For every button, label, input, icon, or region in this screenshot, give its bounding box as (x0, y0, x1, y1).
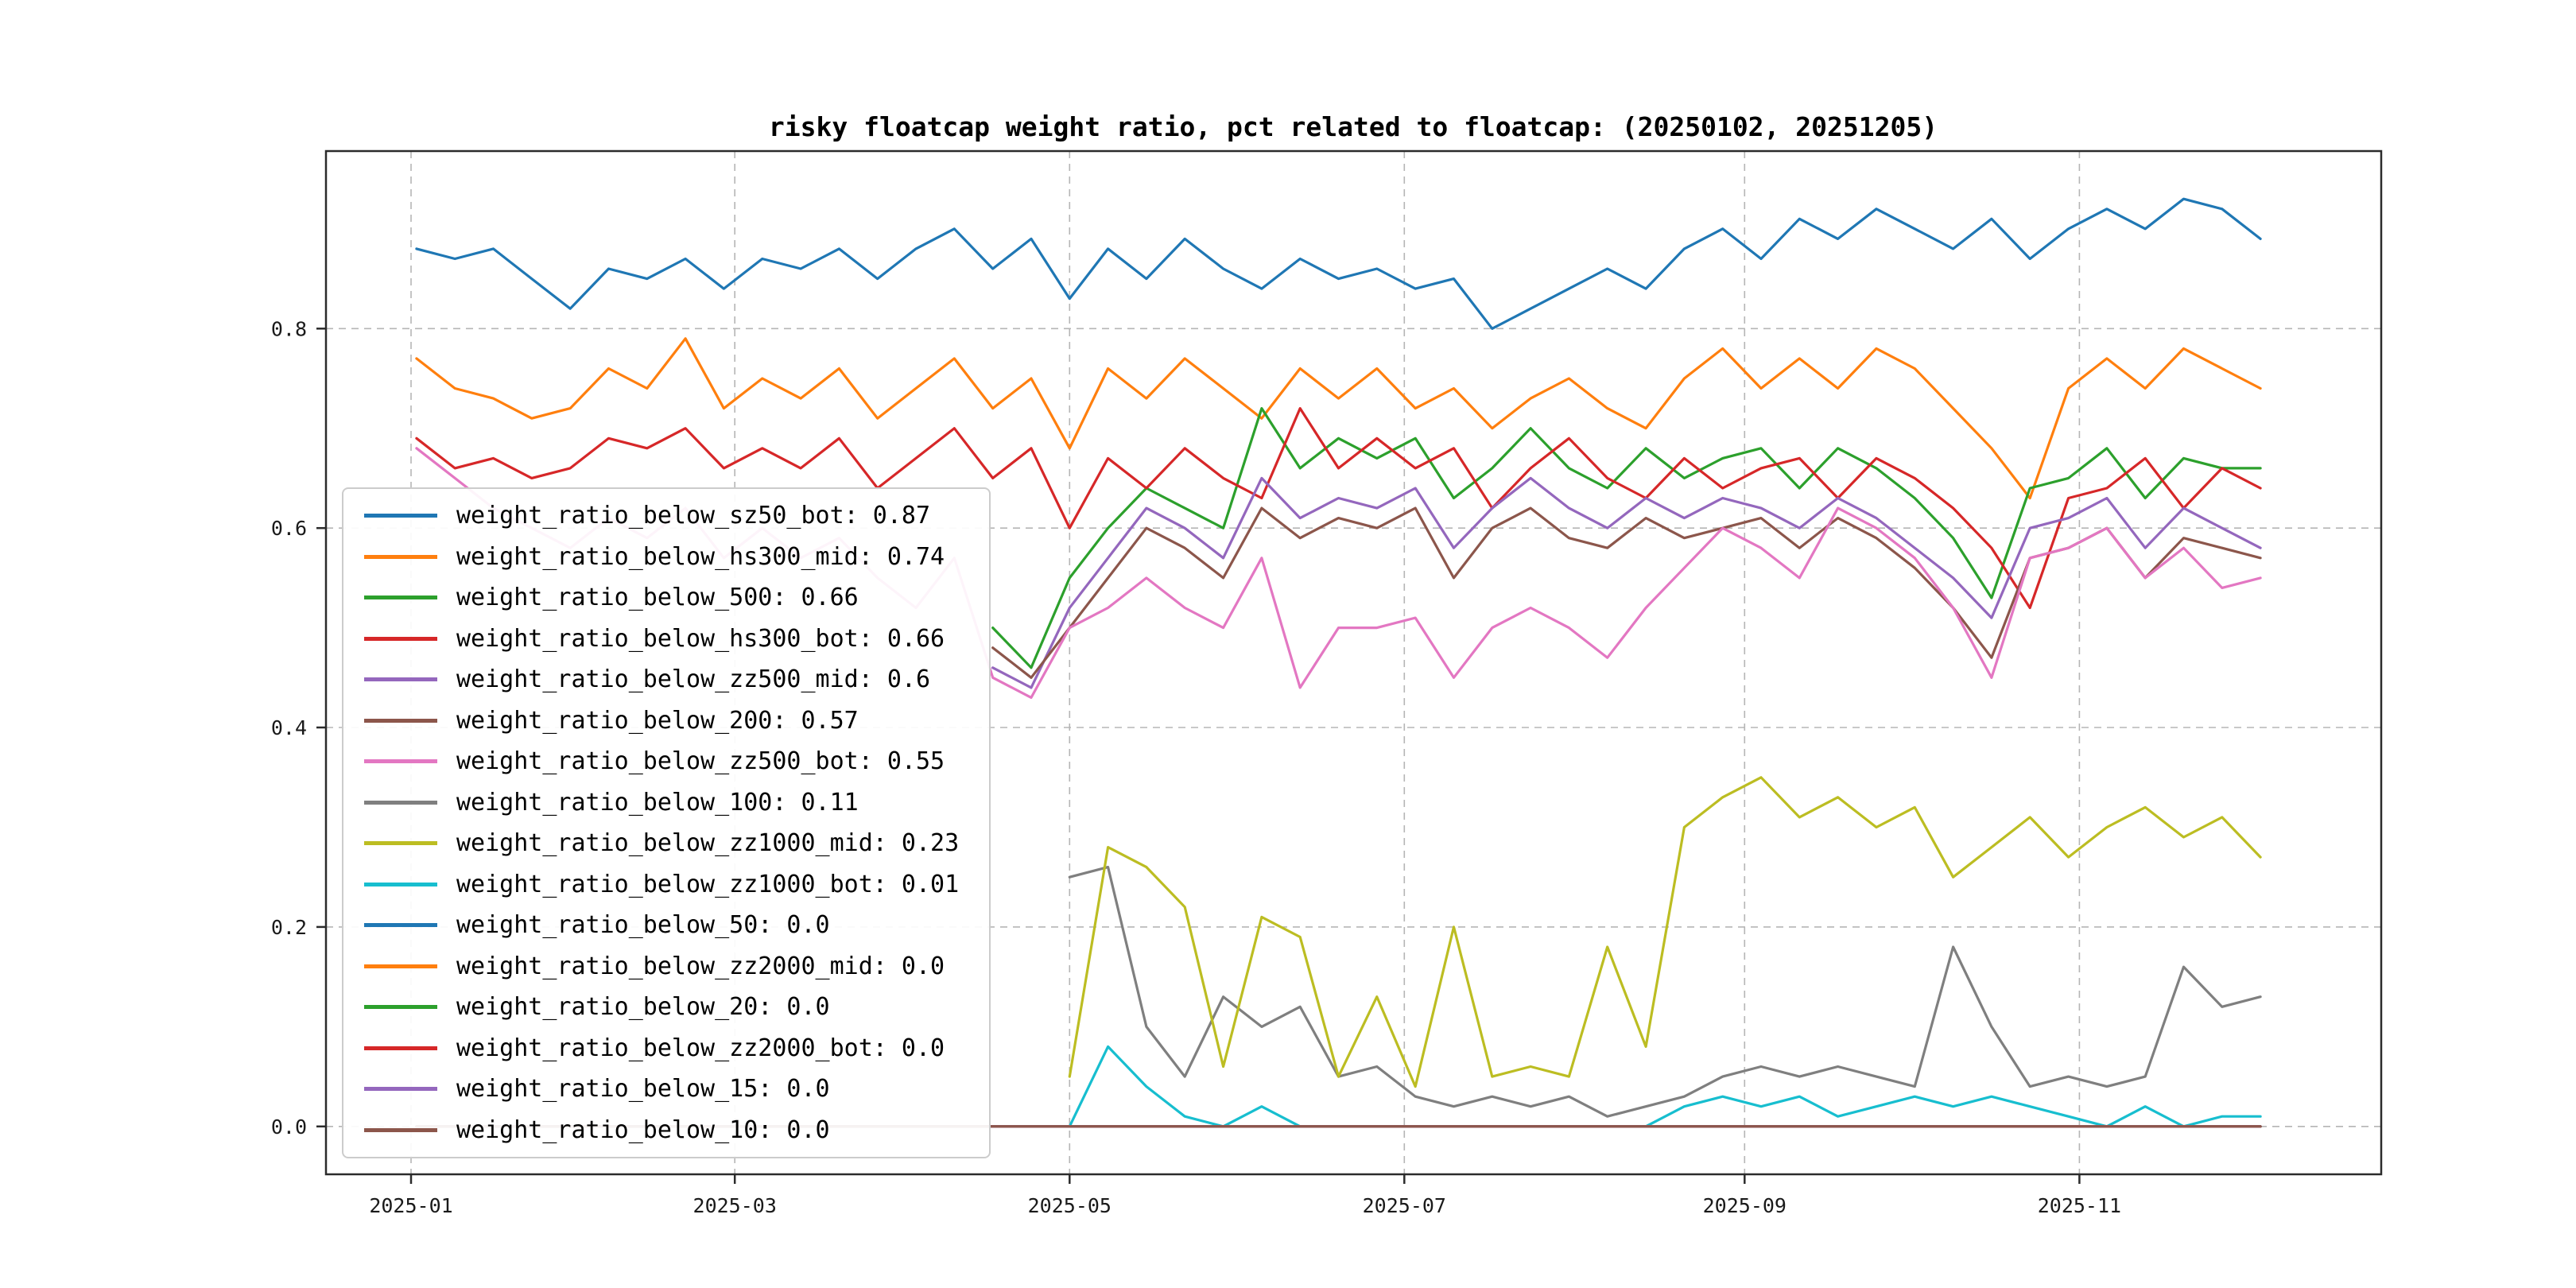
legend-line-sample (364, 554, 437, 559)
series-weight_ratio_below_200 (991, 506, 2262, 679)
legend-item: weight_ratio_below_10: 0.0 (364, 1116, 968, 1144)
x-tick-label: 2025-11 (2038, 1194, 2121, 1217)
legend-line-sample (364, 718, 437, 723)
legend-line-sample (364, 841, 437, 846)
x-tick-label: 2025-01 (369, 1194, 452, 1217)
legend-line-sample (364, 1005, 437, 1010)
legend-item: weight_ratio_below_zz2000_bot: 0.0 (364, 1034, 968, 1062)
legend-item: weight_ratio_below_20: 0.0 (364, 993, 968, 1021)
legend-label: weight_ratio_below_zz1000_mid: 0.23 (456, 829, 960, 858)
legend-line-sample (364, 759, 437, 764)
x-tick-label: 2025-09 (1703, 1194, 1787, 1217)
y-tick-label: 0.0 (271, 1115, 307, 1139)
legend-item: weight_ratio_below_hs300_mid: 0.74 (364, 543, 968, 571)
legend: weight_ratio_below_sz50_bot: 0.87 weight_… (342, 487, 991, 1158)
y-tick-label: 0.2 (271, 916, 307, 939)
legend-label: weight_ratio_below_200: 0.57 (456, 706, 859, 735)
legend-label: weight_ratio_below_10: 0.0 (456, 1115, 830, 1144)
series-weight_ratio_below_500 (991, 406, 2262, 669)
legend-line-sample (364, 1127, 437, 1132)
legend-label: weight_ratio_below_zz500_mid: 0.6 (456, 665, 931, 694)
legend-line-sample (364, 1087, 437, 1092)
legend-label: weight_ratio_below_zz500_bot: 0.55 (456, 747, 945, 776)
legend-line-sample (364, 677, 437, 682)
chart-title: risky floatcap weight ratio, pct related… (768, 111, 1938, 142)
legend-item: weight_ratio_below_zz500_mid: 0.6 (364, 665, 968, 693)
legend-line-sample (364, 923, 437, 928)
legend-line-sample (364, 596, 437, 600)
series-weight_ratio_below_hs300_bot (415, 406, 2262, 610)
legend-line-sample (364, 882, 437, 886)
legend-item: weight_ratio_below_15: 0.0 (364, 1075, 968, 1103)
series-weight_ratio_below_sz50_bot (415, 197, 2262, 330)
legend-label: weight_ratio_below_zz2000_bot: 0.0 (456, 1034, 945, 1062)
legend-line-sample (364, 800, 437, 805)
legend-label: weight_ratio_below_20: 0.0 (456, 993, 830, 1022)
plot-border (324, 149, 2383, 1176)
y-tick-label: 0.4 (271, 716, 307, 739)
legend-label: weight_ratio_below_sz50_bot: 0.87 (456, 502, 931, 530)
x-tick-label: 2025-05 (1028, 1194, 1111, 1217)
series-weight_ratio_below_100 (1068, 865, 2262, 1118)
series-weight_ratio_below_zz1000_bot (1068, 1045, 2262, 1128)
legend-item: weight_ratio_below_zz1000_mid: 0.23 (364, 829, 968, 857)
legend-label: weight_ratio_below_hs300_mid: 0.74 (456, 542, 945, 571)
legend-label: weight_ratio_below_zz1000_bot: 0.01 (456, 870, 960, 898)
legend-item: weight_ratio_below_zz2000_mid: 0.0 (364, 952, 968, 980)
legend-label: weight_ratio_below_100: 0.11 (456, 788, 859, 817)
legend-item: weight_ratio_below_hs300_bot: 0.66 (364, 625, 968, 653)
legend-item: weight_ratio_below_100: 0.11 (364, 789, 968, 817)
x-tick-label: 2025-03 (693, 1194, 777, 1217)
legend-item: weight_ratio_below_sz50_bot: 0.87 (364, 502, 968, 530)
legend-item: weight_ratio_below_50: 0.0 (364, 911, 968, 939)
legend-label: weight_ratio_below_zz2000_mid: 0.0 (456, 952, 945, 980)
legend-line-sample (364, 964, 437, 968)
series-weight_ratio_below_zz500_mid (991, 476, 2262, 689)
x-tick-label: 2025-07 (1363, 1194, 1446, 1217)
y-tick-label: 0.6 (271, 517, 307, 540)
legend-item: weight_ratio_below_zz1000_bot: 0.01 (364, 871, 968, 898)
legend-line-sample (364, 636, 437, 641)
legend-line-sample (364, 1046, 437, 1050)
legend-item: weight_ratio_below_500: 0.66 (364, 584, 968, 611)
legend-label: weight_ratio_below_500: 0.66 (456, 584, 859, 612)
series-weight_ratio_below_zz1000_mid (1068, 776, 2262, 1088)
legend-label: weight_ratio_below_50: 0.0 (456, 911, 830, 940)
legend-label: weight_ratio_below_hs300_bot: 0.66 (456, 624, 945, 653)
series-weight_ratio_below_hs300_mid (415, 337, 2262, 500)
y-tick-label: 0.8 (271, 317, 307, 340)
legend-item: weight_ratio_below_200: 0.57 (364, 707, 968, 735)
legend-item: weight_ratio_below_zz500_bot: 0.55 (364, 747, 968, 775)
legend-line-sample (364, 514, 437, 518)
legend-label: weight_ratio_below_15: 0.0 (456, 1075, 830, 1104)
